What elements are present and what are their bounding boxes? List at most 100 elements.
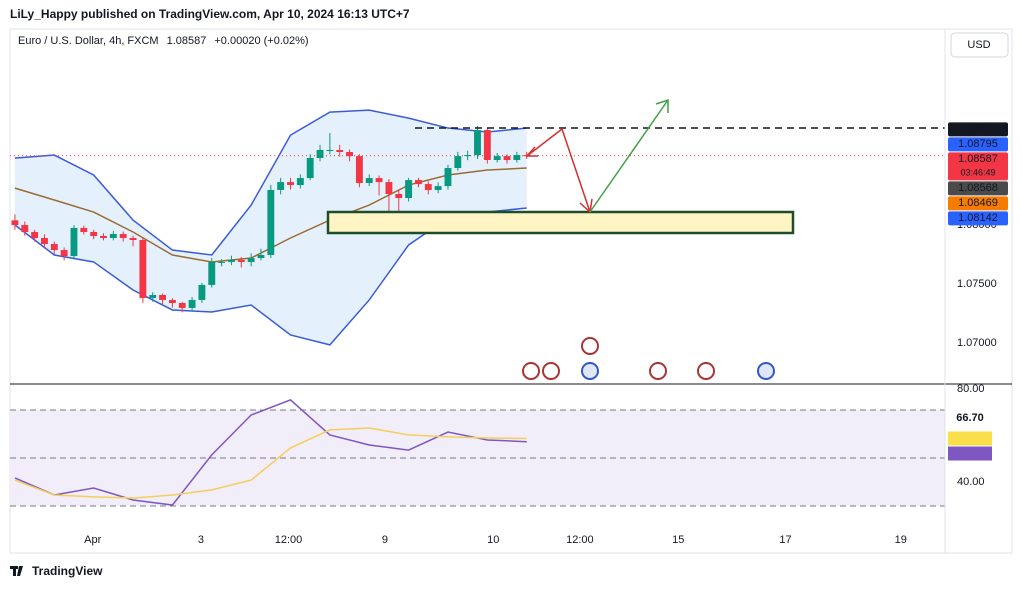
indicator-flag	[948, 446, 992, 461]
symbol-info: Euro / U.S. Dollar, 4h, FXCM	[18, 35, 159, 47]
price-flag	[948, 122, 1008, 137]
candle-body	[296, 178, 304, 186]
price-flag-label: 1.08587	[958, 153, 998, 165]
event-icon[interactable]	[581, 337, 599, 355]
x-tick-label: 17	[779, 534, 791, 546]
arrow-head	[655, 98, 669, 113]
candle-body	[80, 227, 88, 232]
y-tick-label: 1.07000	[957, 337, 997, 349]
candle-body	[513, 155, 521, 161]
x-tick-label: 19	[895, 534, 907, 546]
candle-body	[257, 254, 265, 259]
logo-icon	[10, 566, 23, 576]
candle-body	[365, 178, 373, 184]
price-flag-label: 1.08142	[958, 212, 998, 224]
candle-body	[139, 240, 147, 298]
price-flag-label: 1.08795	[958, 138, 998, 150]
candle-body	[188, 299, 196, 308]
y-tick-label: 80.00	[957, 383, 985, 395]
x-tick-label: 10	[487, 534, 499, 546]
indicator-flag	[948, 410, 992, 425]
candle-body	[316, 149, 324, 159]
candle-body	[218, 261, 226, 263]
candle-body	[159, 294, 166, 300]
event-icon[interactable]	[542, 362, 560, 380]
event-icon[interactable]	[649, 362, 667, 380]
x-tick-label: 12:00	[566, 534, 594, 546]
event-icon[interactable]	[757, 362, 775, 380]
candle-body	[11, 220, 19, 226]
x-tick-label: 15	[672, 534, 684, 546]
candle-body	[375, 178, 383, 183]
candle-body	[493, 156, 501, 161]
event-icon[interactable]	[522, 362, 540, 380]
candle-body	[247, 258, 255, 262]
chart-frame	[9, 28, 1013, 554]
candle-body	[21, 225, 29, 232]
candle-body	[434, 186, 442, 190]
price-flag	[948, 152, 1008, 181]
candle-body	[119, 233, 127, 239]
symbol-info: +0.00020 (+0.02%)	[214, 35, 308, 47]
candle-body	[306, 158, 314, 179]
candle-body	[149, 294, 157, 298]
price-flag-label: 1.08568	[958, 182, 998, 194]
symbol-info: 1.08587	[167, 35, 207, 47]
candle-body	[168, 299, 176, 304]
candle-body	[277, 182, 285, 190]
logo-text: TradingView	[32, 564, 103, 578]
events	[522, 337, 775, 380]
green-arrow	[589, 99, 669, 213]
candle-body	[454, 156, 462, 169]
candle-body	[503, 156, 511, 161]
candle-body	[405, 180, 413, 199]
event-icon[interactable]	[581, 362, 599, 380]
candle-body	[474, 130, 481, 156]
price-flag	[948, 181, 1008, 196]
currency-button[interactable]	[950, 32, 1009, 58]
candle-body	[208, 261, 216, 285]
price-flag-label: 1.08469	[958, 197, 998, 209]
candle-body	[326, 149, 334, 151]
candle-body	[129, 238, 137, 241]
y-tick-label: 40.00	[957, 476, 985, 488]
price-flag	[948, 137, 1008, 152]
candle-body	[198, 284, 206, 300]
candle-body	[415, 180, 422, 185]
candle-body	[267, 189, 275, 255]
candle-body	[50, 244, 58, 251]
candle-body	[355, 156, 363, 184]
candle-body	[444, 168, 452, 187]
overlay-line	[14, 109, 527, 256]
candle-body	[70, 227, 78, 257]
candle-body	[395, 193, 403, 199]
x-tick-label: Apr	[84, 534, 101, 546]
x-tick-label: 12:00	[275, 534, 303, 546]
indicator-line	[14, 399, 527, 506]
price-flag	[948, 196, 1008, 211]
price-flag-label: 1.08811	[959, 123, 998, 135]
support-zone	[326, 210, 795, 235]
candle-body	[41, 238, 48, 245]
indicator-flag	[948, 461, 992, 476]
indicator-line	[14, 427, 527, 499]
candle-body	[31, 231, 39, 239]
candle-body	[424, 184, 432, 190]
candle-body	[336, 149, 344, 152]
event-icon[interactable]	[697, 362, 715, 380]
x-tick-label: 9	[382, 534, 388, 546]
indicator-flag	[948, 431, 992, 446]
candle-body	[483, 130, 491, 161]
publisher: LiLy_Happy published on TradingView.com,…	[10, 7, 410, 21]
red-arrow	[526, 127, 591, 213]
y-tick-label: 1.07500	[957, 278, 997, 290]
candle-body	[385, 182, 393, 194]
currency: USD	[967, 39, 990, 51]
candle-body	[100, 235, 107, 239]
candle-body	[178, 303, 186, 308]
candle-body	[237, 259, 245, 262]
candle-body	[228, 259, 235, 262]
candle-body	[464, 155, 472, 157]
